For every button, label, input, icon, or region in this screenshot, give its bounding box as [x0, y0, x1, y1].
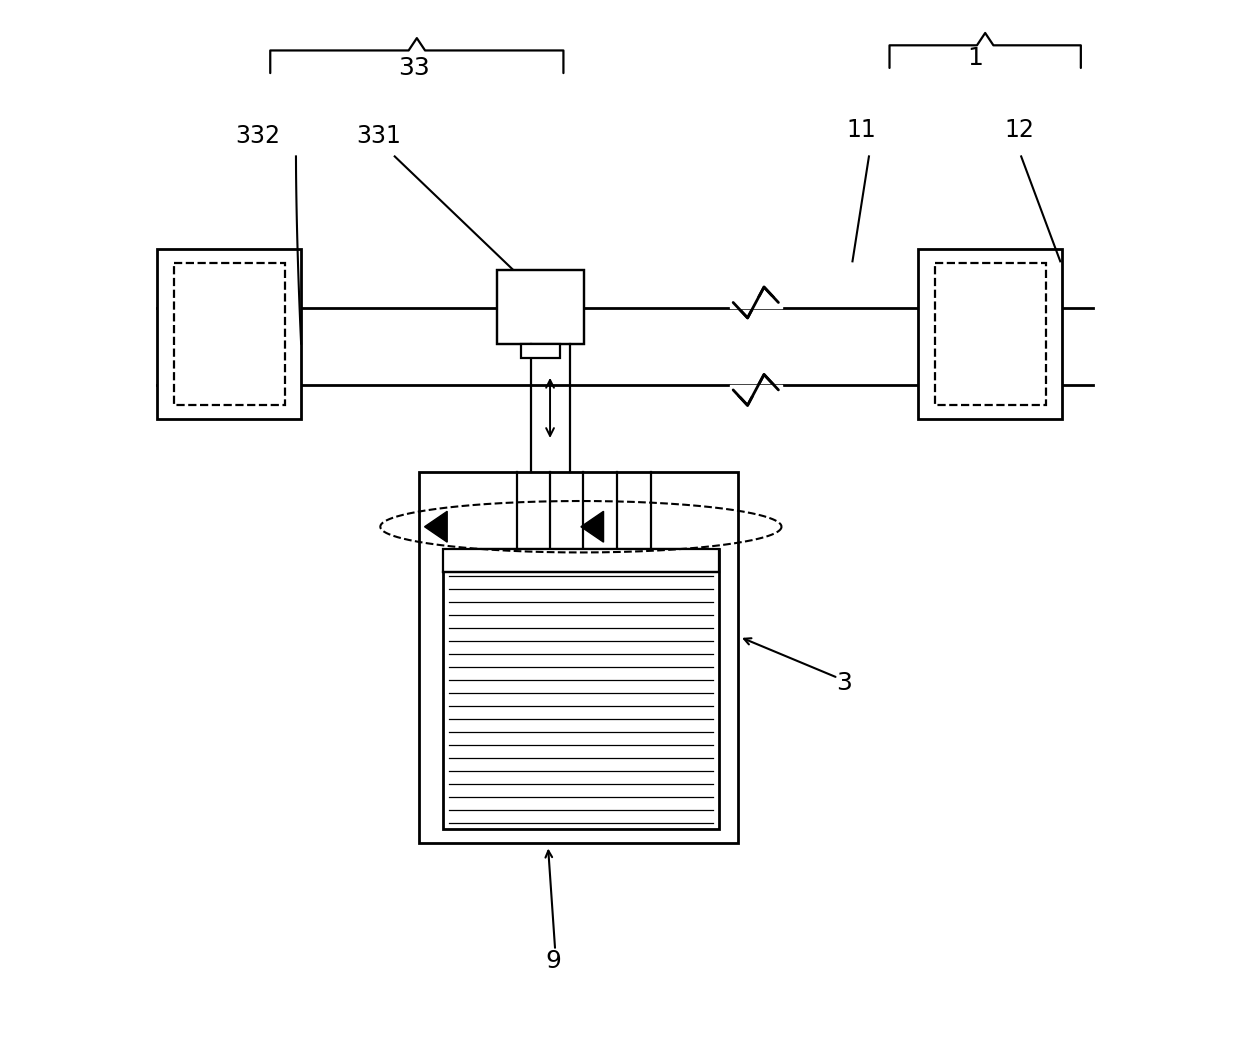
- Text: 331: 331: [356, 123, 401, 148]
- Bar: [443, 550, 719, 830]
- Text: 3: 3: [836, 671, 852, 695]
- Bar: [443, 550, 719, 572]
- Bar: [496, 270, 584, 343]
- Bar: [496, 270, 584, 343]
- Text: 9: 9: [546, 949, 560, 973]
- Text: 31: 31: [708, 815, 738, 839]
- Bar: [919, 249, 1063, 419]
- Text: 33: 33: [398, 56, 430, 80]
- Bar: [157, 249, 301, 419]
- Bar: [174, 263, 285, 405]
- Text: 12: 12: [1004, 117, 1034, 142]
- Text: 11: 11: [847, 117, 877, 142]
- Bar: [521, 343, 560, 358]
- Bar: [419, 472, 738, 842]
- Text: 332: 332: [236, 123, 280, 148]
- Polygon shape: [424, 511, 448, 542]
- Text: 32: 32: [689, 761, 719, 786]
- Polygon shape: [580, 511, 604, 542]
- Text: 1: 1: [967, 46, 983, 69]
- Bar: [935, 263, 1045, 405]
